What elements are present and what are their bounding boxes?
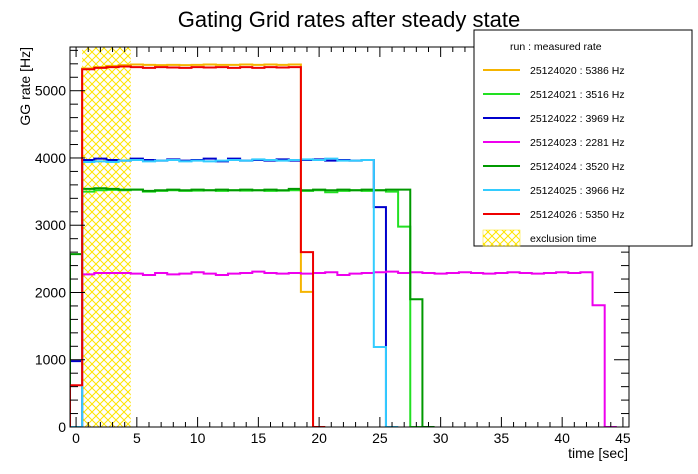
exclusion-band [82, 47, 131, 427]
legend-box [473, 29, 693, 247]
series-line-6 [70, 157, 399, 427]
legend-label-5: 25124024 : 3520 Hz [530, 161, 625, 173]
legend-label-4: 25124023 : 2281 Hz [530, 137, 625, 149]
series-line-7 [70, 65, 326, 427]
legend-swatch-exclusion [482, 229, 521, 247]
series-line-4 [70, 270, 617, 427]
x-axis-label: time [sec] [568, 445, 628, 461]
y-tick-label: 4000 [35, 150, 66, 166]
legend-label-7: 25124026 : 5350 Hz [530, 209, 625, 221]
legend-label-2: 25124021 : 3516 Hz [530, 89, 625, 101]
x-tick-label: 15 [251, 430, 267, 446]
y-tick-label: 1000 [35, 352, 66, 368]
x-tick-label: 5 [133, 430, 141, 446]
x-tick-label: 30 [433, 430, 449, 446]
x-tick-label: 10 [190, 430, 206, 446]
x-tick-label: 35 [494, 430, 510, 446]
legend-header: run : measured rate [510, 41, 602, 53]
chart-title: Gating Grid rates after steady state [178, 7, 520, 32]
x-tick-label: 45 [615, 430, 631, 446]
y-tick-label: 0 [58, 419, 66, 435]
series-line-5 [70, 187, 435, 427]
y-axis-label: GG rate [Hz] [17, 47, 33, 126]
legend-label-exclusion: exclusion time [530, 233, 597, 245]
legend-label-3: 25124022 : 3969 Hz [530, 113, 625, 125]
legend-label-6: 25124025 : 3966 Hz [530, 185, 625, 197]
y-tick-label: 3000 [35, 217, 66, 233]
x-tick-label: 0 [72, 430, 80, 446]
legend-label-1: 25124020 : 5386 Hz [530, 65, 625, 77]
x-tick-label: 20 [311, 430, 327, 446]
y-tick-label: 5000 [35, 83, 66, 99]
series-line-1 [70, 63, 326, 427]
legend: run : measured rate 25124020 : 5386 Hz 25… [473, 29, 693, 247]
x-tick-label: 40 [554, 430, 570, 446]
y-tick-label: 2000 [35, 284, 66, 300]
x-tick-label: 25 [372, 430, 388, 446]
